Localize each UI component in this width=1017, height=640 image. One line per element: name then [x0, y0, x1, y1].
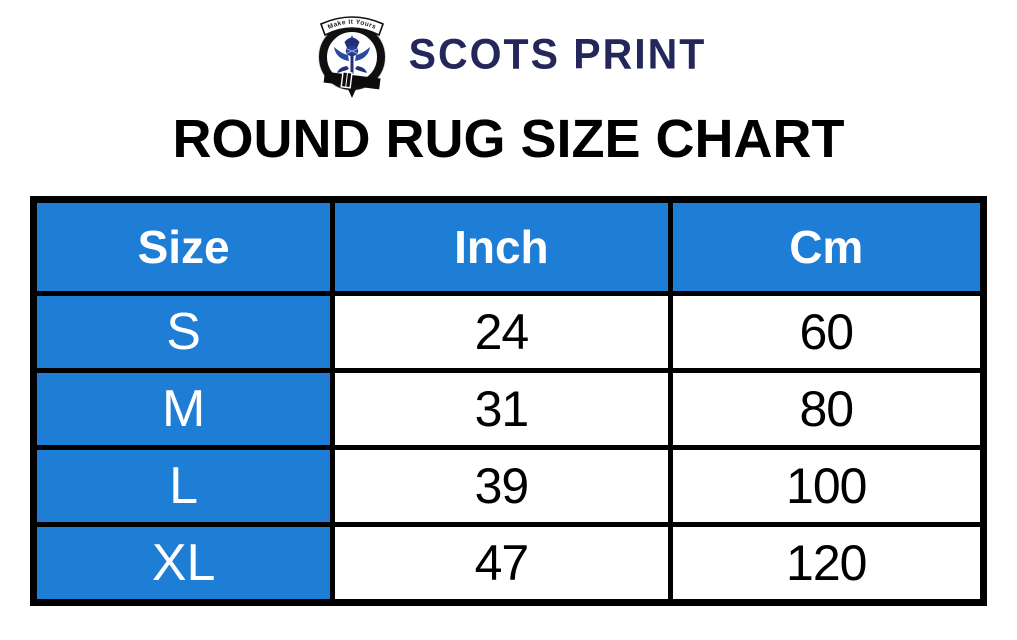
inch-cell: 31: [330, 368, 673, 450]
belt-tail: [347, 89, 356, 98]
clan-crest-badge-icon: Make It Yours: [317, 16, 386, 98]
table-row: L 39 100: [30, 445, 986, 527]
cm-cell: 100: [667, 445, 986, 527]
banner-scroll: Make It Yours: [319, 16, 384, 37]
inch-cell: 47: [330, 522, 673, 605]
size-cell: XL: [30, 522, 336, 605]
cm-cell: 120: [667, 522, 986, 605]
page-title: ROUND RUG SIZE CHART: [172, 109, 845, 169]
header-cell-cm: Cm: [667, 197, 986, 296]
header-cell-size: Size: [30, 197, 336, 296]
table-row: S 24 60: [30, 291, 986, 373]
size-cell: L: [30, 445, 336, 527]
inch-cell: 24: [330, 291, 673, 373]
belt-buckle-icon: [323, 71, 381, 90]
table-row: XL 47 120: [30, 522, 986, 605]
table-row: M 31 80: [30, 368, 986, 450]
cm-cell: 60: [667, 291, 986, 373]
header-cell-inch: Inch: [330, 197, 673, 296]
thistle-icon: [333, 35, 370, 74]
size-chart-table: Size Inch Cm S 24 60 M 31 80 L 39 100 XL…: [30, 196, 987, 606]
brand-text: SCOTS PRINT: [408, 29, 707, 78]
header-row: Size Inch Cm: [30, 197, 986, 296]
cm-cell: 80: [667, 368, 986, 450]
size-cell: S: [30, 291, 336, 373]
logo-header: Make It Yours SCOTS PRINT: [0, 0, 1017, 100]
size-cell: M: [30, 368, 336, 450]
inch-cell: 39: [330, 445, 673, 527]
